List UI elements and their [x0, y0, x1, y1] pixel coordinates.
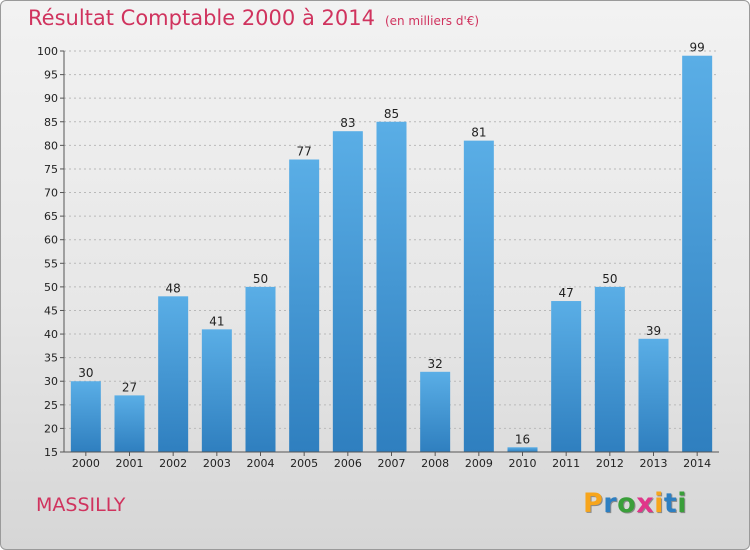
bar: [201, 329, 232, 452]
x-tick-label: 2008: [421, 457, 449, 470]
y-tick-label: 100: [37, 45, 58, 58]
y-tick-label: 50: [44, 281, 58, 294]
proxiti-logo: Proxiti: [583, 488, 687, 519]
bar: [376, 121, 407, 452]
x-tick-label: 2011: [552, 457, 580, 470]
bar: [420, 371, 451, 452]
y-tick-label: 30: [44, 375, 58, 388]
x-tick-label: 2002: [159, 457, 187, 470]
bar: [507, 447, 538, 452]
x-tick-label: 2012: [596, 457, 624, 470]
y-tick-label: 55: [44, 257, 58, 270]
chart-subtitle: (en milliers d'€): [384, 14, 480, 28]
chart-title: Résultat Comptable 2000 à 2014 (en millie…: [28, 6, 479, 30]
x-tick-label: 2013: [640, 457, 668, 470]
data-label: 48: [166, 281, 181, 295]
logo-letter: i: [677, 488, 688, 519]
y-tick-label: 90: [44, 92, 58, 105]
y-tick-label: 95: [44, 69, 58, 82]
data-label: 47: [559, 286, 574, 300]
x-tick-label: 2007: [378, 457, 406, 470]
bar: [594, 286, 625, 452]
y-tick-label: 70: [44, 187, 58, 200]
logo-letter: x: [636, 488, 655, 519]
y-tick-label: 60: [44, 234, 58, 247]
data-label: 83: [340, 116, 355, 130]
y-tick-label: 25: [44, 399, 58, 412]
data-label: 77: [297, 145, 312, 159]
bar: [70, 381, 101, 452]
data-label: 81: [471, 126, 486, 140]
logo-letter: o: [617, 488, 637, 519]
bar: [638, 338, 669, 452]
x-tick-label: 2004: [247, 457, 275, 470]
y-tick-label: 15: [44, 446, 58, 459]
data-label: 39: [646, 324, 661, 338]
bar: [289, 159, 320, 452]
logo-letter: i: [654, 488, 664, 519]
bar: [551, 301, 582, 452]
data-label: 27: [122, 380, 137, 394]
x-tick-label: 2005: [290, 457, 318, 470]
x-tick-label: 2009: [465, 457, 493, 470]
y-tick-label: 35: [44, 352, 58, 365]
x-tick-label: 2001: [116, 457, 144, 470]
bar: [158, 296, 189, 452]
x-tick-label: 2003: [203, 457, 231, 470]
y-tick-label: 45: [44, 304, 58, 317]
x-tick-label: 2010: [509, 457, 537, 470]
logo-letter: r: [603, 488, 618, 519]
data-label: 16: [515, 432, 530, 446]
data-label: 50: [253, 272, 268, 286]
data-label: 32: [428, 357, 443, 371]
bar: [114, 395, 145, 452]
y-tick-label: 75: [44, 163, 58, 176]
data-label: 30: [78, 366, 93, 380]
title-text: Résultat Comptable 2000 à 2014: [28, 6, 375, 30]
logo-letter: P: [583, 488, 604, 519]
y-tick-label: 20: [44, 422, 58, 435]
bar: [332, 131, 363, 452]
y-tick-label: 80: [44, 139, 58, 152]
location-name: MASSILLY: [36, 494, 126, 516]
x-tick-label: 2000: [72, 457, 100, 470]
data-label: 99: [690, 41, 705, 55]
bar: [463, 140, 494, 452]
bar: [245, 286, 276, 452]
y-tick-label: 85: [44, 116, 58, 129]
x-tick-label: 2014: [683, 457, 711, 470]
data-label: 41: [209, 314, 224, 328]
x-tick-label: 2006: [334, 457, 362, 470]
data-label: 85: [384, 107, 399, 121]
bar: [682, 55, 713, 452]
logo-letter: t: [663, 488, 678, 519]
y-tick-label: 65: [44, 210, 58, 223]
data-label: 50: [602, 272, 617, 286]
y-tick-label: 40: [44, 328, 58, 341]
